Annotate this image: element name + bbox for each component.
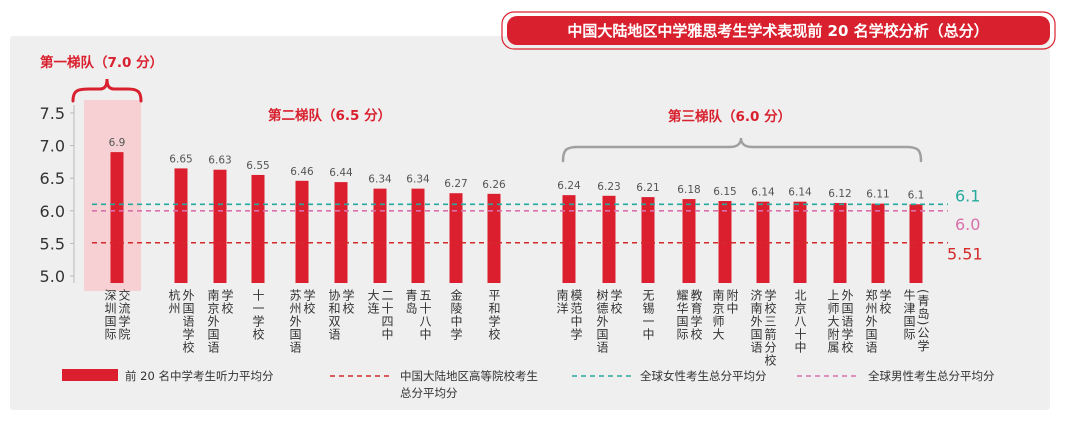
bar xyxy=(756,201,770,283)
value-label: 6.18 xyxy=(677,184,700,196)
value-label: 6.14 xyxy=(751,187,775,199)
value-label: 6.27 xyxy=(444,178,467,190)
value-label: 6.9 xyxy=(109,137,126,149)
title-fill xyxy=(507,16,1050,45)
bar xyxy=(909,204,923,283)
tier-label: 第三梯队（6.0 分） xyxy=(668,108,791,125)
value-label: 6.65 xyxy=(169,153,192,165)
value-label: 6.34 xyxy=(406,174,430,186)
value-label: 6.46 xyxy=(290,166,314,178)
chart-panel xyxy=(10,36,1050,410)
value-label: 6.44 xyxy=(329,167,353,179)
reference-line-label: 6.1 xyxy=(955,186,980,205)
y-tick-label: 6.0 xyxy=(40,202,65,221)
bar xyxy=(110,152,124,283)
title-box: 中国大陆地区中学雅思考生学术表现前 20 名学校分析（总分） xyxy=(501,11,1056,50)
y-tick-label: 7.0 xyxy=(40,137,65,156)
value-label: 6.63 xyxy=(208,155,231,167)
y-tick-label: 5.0 xyxy=(40,267,65,286)
legend-label: 中国大陆地区高等院校考生 xyxy=(400,369,538,383)
value-label: 6.26 xyxy=(482,179,506,191)
legend-label: 全球男性考生总分平均分 xyxy=(868,369,995,383)
legend-bar-swatch xyxy=(62,369,118,381)
tier1-bracket xyxy=(71,78,143,103)
value-label: 6.15 xyxy=(713,186,736,198)
value-label: 6.21 xyxy=(636,182,659,194)
reference-line-label: 6.0 xyxy=(955,215,980,234)
y-tick-label: 6.5 xyxy=(40,169,65,188)
y-tick-label: 7.5 xyxy=(40,104,65,123)
bar xyxy=(562,195,576,283)
value-label: 6.11 xyxy=(866,189,889,201)
bar xyxy=(487,193,501,283)
bar xyxy=(295,180,309,283)
value-label: 6.23 xyxy=(597,181,620,193)
bar xyxy=(213,169,227,283)
bar xyxy=(334,182,348,283)
value-label: 6.14 xyxy=(788,187,812,199)
bar xyxy=(682,199,696,283)
title-outline xyxy=(501,11,1056,50)
bar xyxy=(793,201,807,283)
legend-label: 全球女性考生总分平均分 xyxy=(640,369,767,383)
y-tick-label: 5.5 xyxy=(40,234,65,253)
reference-line-label: 5.51 xyxy=(947,245,983,264)
bar xyxy=(174,168,188,283)
bar xyxy=(641,197,655,283)
bar xyxy=(602,195,616,283)
legend-label: 前 20 名中学考生听力平均分 xyxy=(125,369,274,383)
bar xyxy=(373,188,387,283)
chart-title: 中国大陆地区中学雅思考生学术表现前 20 名学校分析（总分） xyxy=(567,22,988,40)
value-label: 6.24 xyxy=(557,180,581,192)
tier3-bracket xyxy=(561,137,923,163)
bar xyxy=(449,193,463,283)
bar xyxy=(411,188,425,283)
value-label: 6.55 xyxy=(246,160,269,172)
tier-label: 第二梯队（6.5 分） xyxy=(268,107,391,124)
bar xyxy=(251,174,265,283)
value-label: 6.12 xyxy=(828,188,851,200)
tier-label: 第一梯队（7.0 分） xyxy=(40,54,163,71)
value-label: 6.1 xyxy=(908,189,925,201)
value-label: 6.34 xyxy=(368,174,392,186)
legend-label: 总分平均分 xyxy=(400,386,458,400)
